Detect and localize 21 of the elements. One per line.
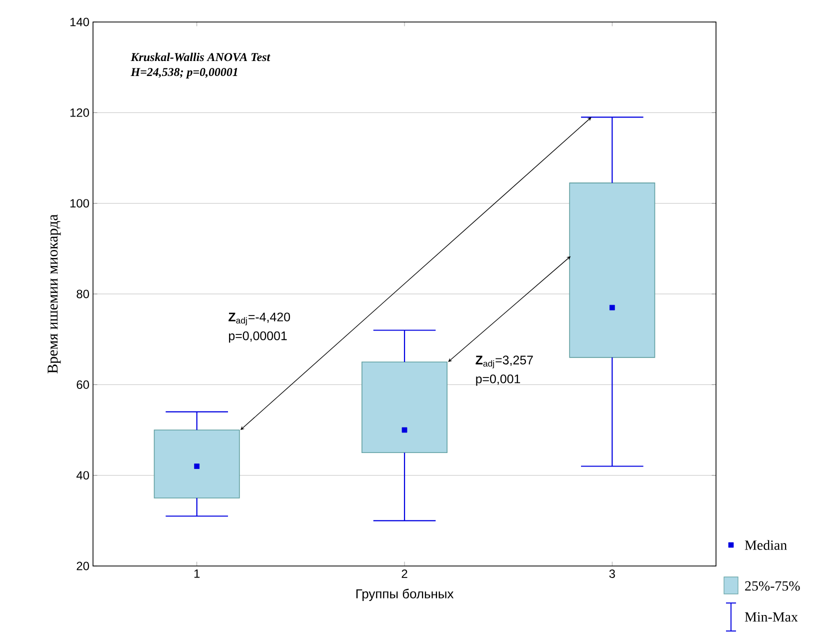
y-tick-label: 40 [76,471,90,480]
text: Min-Max [744,612,798,622]
text: Kruskal-Wallis ANOVA Test [130,52,270,62]
x-tick-label: 2 [402,570,408,578]
annotation: p=0,001 [476,374,520,386]
y-tick-label: 80 [76,290,90,298]
annotation: p=0,00001 [228,331,287,343]
x-tick-label: 3 [609,570,615,578]
y-tick-label: 140 [70,18,90,26]
text: Median [744,540,787,550]
x-axis-title: Группы больных [356,588,454,601]
y-tick-label: 60 [76,380,90,389]
y-axis-title: Время ишемии миокарда [48,214,61,374]
annotation: Z$_{adj}$=-4,420 [228,312,290,326]
y-tick-label: 120 [70,108,90,117]
y-tick-label: 20 [76,562,90,570]
annotation: Z$_{adj}$=3,257 [476,356,533,368]
x-tick-label: 1 [194,570,200,578]
text: H=24,538; p=0,00001 [130,68,238,78]
y-tick-label: 100 [70,199,90,208]
text: 25%-75% [745,581,800,591]
